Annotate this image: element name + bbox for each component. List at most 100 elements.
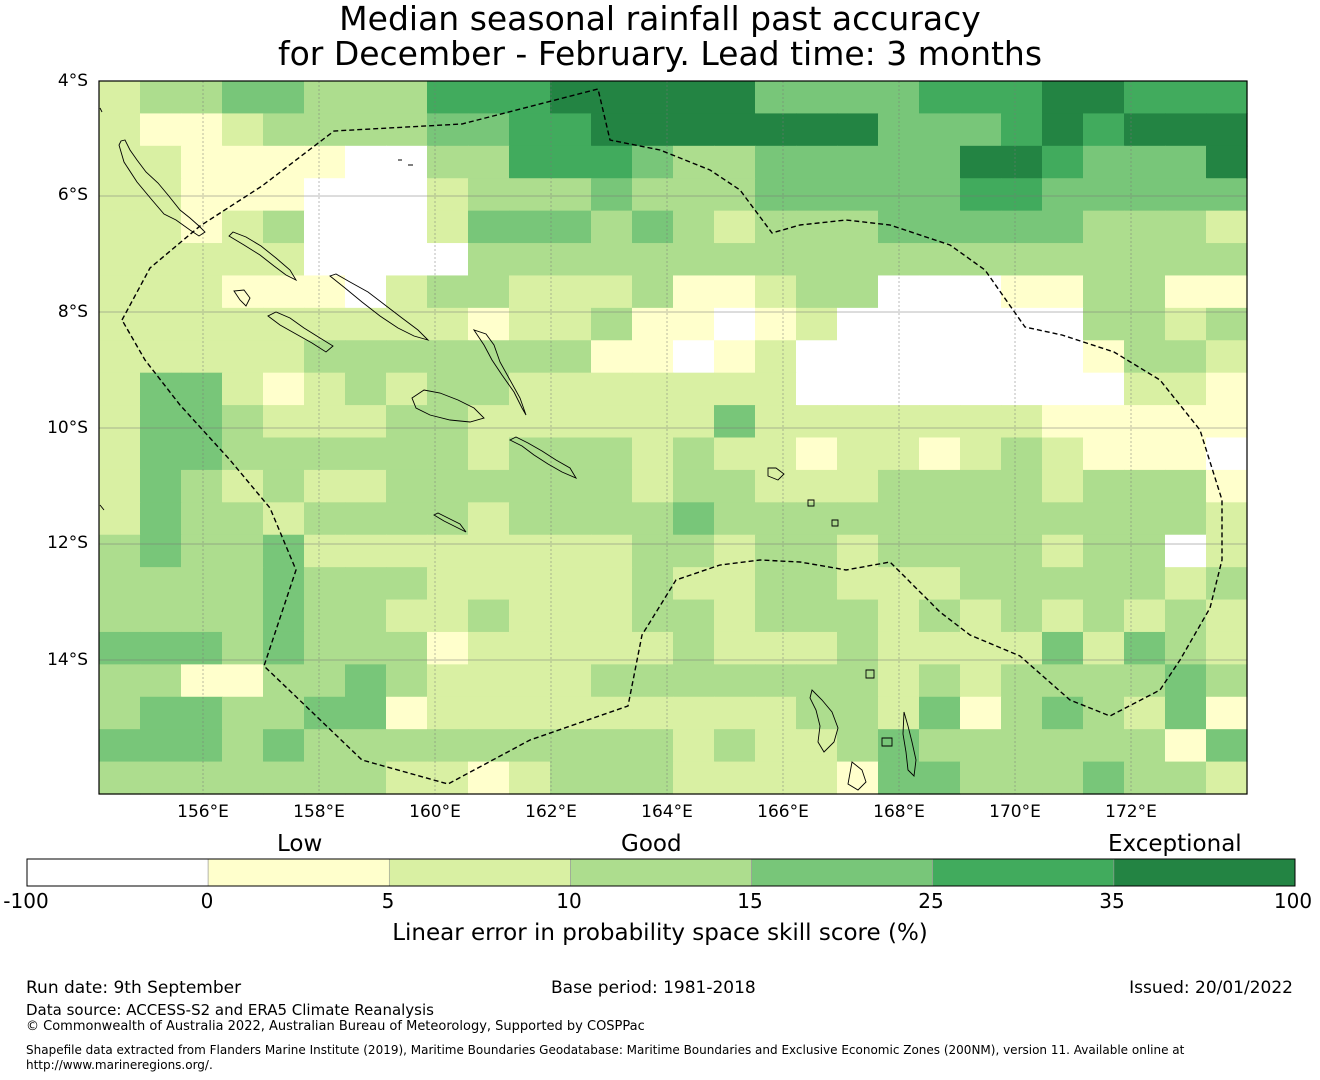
skill-cell <box>714 210 756 244</box>
lat-label-6s: 6°S <box>57 185 88 205</box>
skill-cell <box>1083 113 1125 147</box>
skill-cell <box>1001 696 1043 730</box>
skill-cell <box>960 631 1002 665</box>
skill-cell <box>1206 340 1248 374</box>
skill-cell <box>796 502 838 536</box>
skill-cell <box>591 534 633 568</box>
colorbar-tick: -100 <box>3 889 49 913</box>
skill-cell <box>1206 599 1248 633</box>
skill-cell <box>140 761 182 795</box>
skill-cell <box>714 469 756 503</box>
skill-cell <box>1165 113 1207 147</box>
skill-cell <box>673 243 715 277</box>
lon-label-162e: 162°E <box>525 802 577 822</box>
skill-cell <box>468 405 510 439</box>
skill-cell <box>837 307 879 341</box>
colorbar-segment <box>1113 858 1296 887</box>
skill-cell <box>427 340 469 374</box>
skill-cell <box>99 210 141 244</box>
skill-cell <box>222 210 264 244</box>
skill-cell <box>837 178 879 212</box>
lat-label-8s: 8°S <box>57 302 88 322</box>
skill-cell <box>1124 243 1166 277</box>
skill-cell <box>140 178 182 212</box>
skill-cell <box>222 113 264 147</box>
skill-cell <box>386 145 428 179</box>
skill-cell <box>673 210 715 244</box>
skill-cell <box>1206 664 1248 698</box>
skill-cell <box>1083 502 1125 536</box>
skill-cell <box>99 664 141 698</box>
skill-cell <box>222 145 264 179</box>
skill-cell <box>222 534 264 568</box>
colorbar-tick: 15 <box>737 889 763 913</box>
legend-category-exceptional: Exceptional <box>1108 831 1242 857</box>
map-frame <box>98 80 1248 795</box>
skill-cell <box>222 372 264 406</box>
skill-cell <box>591 81 633 115</box>
skill-cell <box>591 469 633 503</box>
skill-cell <box>591 405 633 439</box>
skill-cell <box>181 729 223 763</box>
shapefile-credit: Shapefile data extracted from Flanders M… <box>26 1043 1185 1057</box>
skill-cell <box>550 729 592 763</box>
skill-cell <box>304 567 346 601</box>
colorbar-label: Linear error in probability space skill … <box>392 920 928 946</box>
skill-cell <box>1001 145 1043 179</box>
skill-cell <box>1042 696 1084 730</box>
skill-cell <box>550 210 592 244</box>
skill-cell <box>304 437 346 471</box>
skill-cell <box>468 340 510 374</box>
skill-cell <box>140 729 182 763</box>
skill-cell <box>796 372 838 406</box>
skill-cell <box>263 599 305 633</box>
skill-cell <box>99 243 141 277</box>
coast-santa-isabel <box>472 329 527 416</box>
skill-cell <box>673 178 715 212</box>
skill-cell <box>427 113 469 147</box>
skill-cell <box>345 502 387 536</box>
skill-cell <box>632 145 674 179</box>
data-source: Data source: ACCESS-S2 and ERA5 Climate … <box>26 1001 434 1019</box>
skill-cell <box>837 275 879 309</box>
skill-cell <box>1083 307 1125 341</box>
skill-cell <box>1206 307 1248 341</box>
skill-cell <box>468 567 510 601</box>
skill-cell <box>673 340 715 374</box>
skill-cell <box>1206 631 1248 665</box>
skill-cell <box>796 275 838 309</box>
skill-cell <box>1124 340 1166 374</box>
skill-cell <box>304 340 346 374</box>
skill-cell <box>837 599 879 633</box>
coast-bougainville <box>228 231 298 282</box>
skill-cell <box>1083 761 1125 795</box>
skill-cell <box>550 631 592 665</box>
colorbar-tick: 5 <box>381 889 395 913</box>
skill-cell <box>878 243 920 277</box>
skill-cell <box>796 81 838 115</box>
skill-cell <box>509 567 551 601</box>
skill-cell <box>99 437 141 471</box>
skill-cell <box>140 437 182 471</box>
skill-cell <box>1124 372 1166 406</box>
skill-cell <box>140 113 182 147</box>
skill-cell <box>755 210 797 244</box>
skill-cell <box>837 340 879 374</box>
skill-cell <box>99 113 141 147</box>
skill-cell <box>509 405 551 439</box>
skill-cell <box>427 599 469 633</box>
skill-cell <box>222 664 264 698</box>
skill-cell <box>1124 729 1166 763</box>
skill-cell <box>1206 81 1248 115</box>
skill-cell <box>837 405 879 439</box>
skill-cell <box>222 243 264 277</box>
skill-cell <box>509 210 551 244</box>
skill-cell <box>1124 534 1166 568</box>
skill-cell <box>960 113 1002 147</box>
skill-cell <box>1165 567 1207 601</box>
coast-islet-2 <box>831 519 839 527</box>
skill-cell <box>1124 437 1166 471</box>
skill-cell <box>960 664 1002 698</box>
skill-cell <box>796 145 838 179</box>
skill-cell <box>550 567 592 601</box>
